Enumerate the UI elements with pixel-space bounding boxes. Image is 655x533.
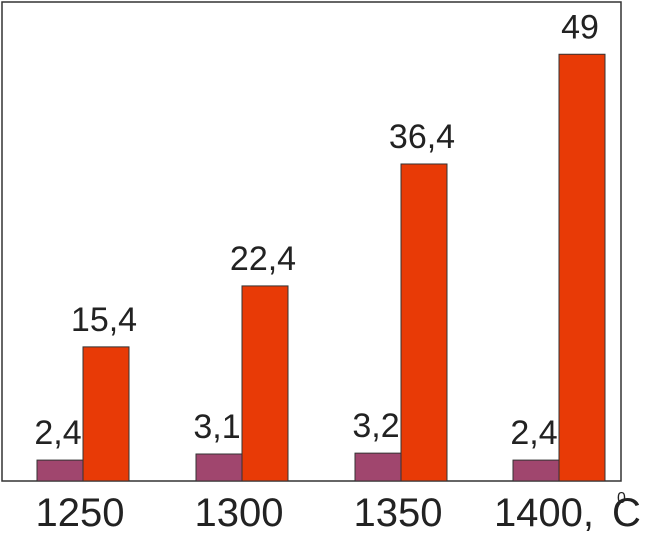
data-label-series1-1250: 2,4 (34, 414, 81, 452)
x-tick-label-1250: 1250 (36, 491, 125, 533)
bar-series1-1300 (195, 453, 243, 482)
x-tick-labels-group: 1250 1300 1350 1400, (36, 491, 595, 533)
bar-series2-1400 (558, 53, 606, 482)
data-label-series2-1400: 49 (561, 8, 599, 46)
bar-series1-1400 (512, 459, 560, 482)
data-labels-group: 2,4 15,4 3,1 22,4 3,2 36,4 2,4 49 (34, 8, 599, 452)
x-tick-label-1350: 1350 (354, 491, 443, 533)
data-label-series1-1350: 3,2 (352, 407, 399, 445)
x-unit-degree: 0 (617, 490, 626, 507)
bar-series1-1350 (354, 452, 402, 482)
data-label-series1-1400: 2,4 (510, 414, 557, 452)
data-label-series2-1250: 15,4 (71, 301, 137, 339)
data-label-series1-1300: 3,1 (193, 408, 240, 446)
data-label-series2-1300: 22,4 (230, 240, 296, 278)
data-label-series2-1350: 36,4 (389, 118, 455, 156)
bars-group (36, 53, 606, 482)
bar-series2-1350 (400, 163, 448, 482)
x-tick-label-1400: 1400, (494, 491, 594, 533)
bar-series2-1250 (82, 346, 130, 482)
x-unit-label: C (612, 491, 641, 533)
bar-series2-1300 (241, 285, 289, 482)
bar-series1-1250 (36, 459, 84, 482)
x-tick-label-1300: 1300 (195, 491, 284, 533)
